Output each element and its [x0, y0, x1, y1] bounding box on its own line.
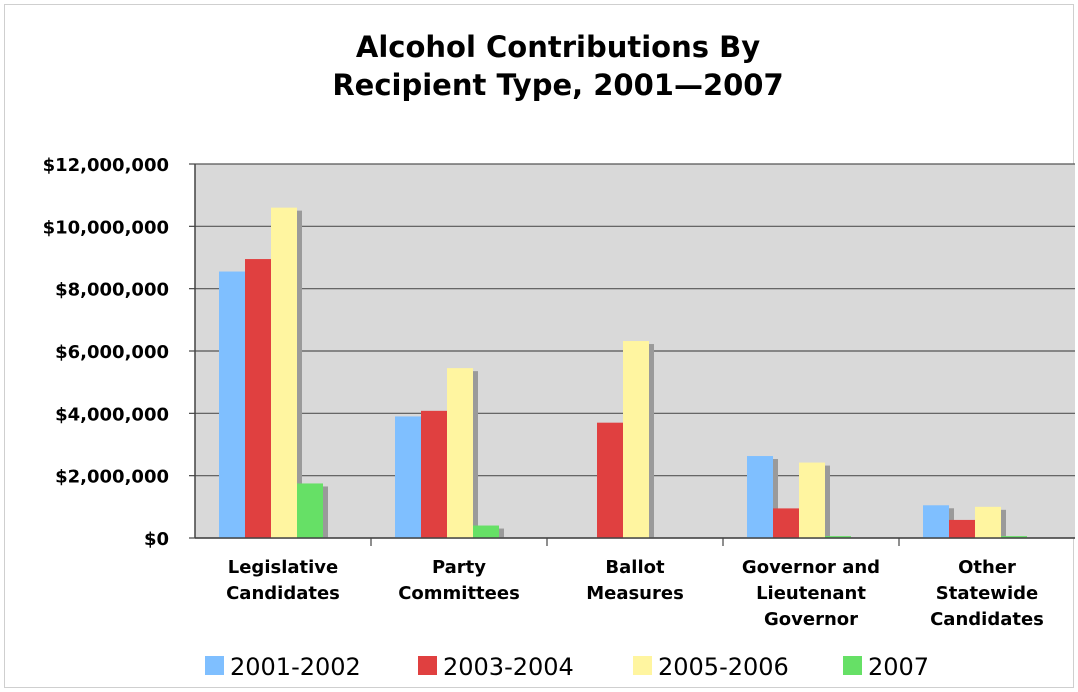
bar	[747, 456, 773, 538]
bar	[271, 207, 297, 538]
bar	[297, 483, 323, 538]
x-tick-label: Statewide	[936, 583, 1038, 604]
bar	[773, 508, 799, 538]
bar	[825, 536, 851, 538]
chart-title-line: Recipient Type, 2001—2007	[332, 68, 783, 102]
bar	[219, 271, 245, 538]
x-tick-label: Measures	[586, 583, 684, 604]
bar	[447, 368, 473, 538]
x-tick-label: Ballot	[605, 557, 665, 578]
plot-area: $0 $2,000,000 $4,000,000 $6,000,000 $8,000,0…	[43, 155, 1075, 630]
x-tick-label: Governor	[764, 609, 858, 630]
chart-title-line: Alcohol Contributions By	[356, 30, 760, 64]
bar	[975, 506, 1001, 538]
chart-title: Alcohol Contributions By Recipient Type, …	[332, 30, 783, 102]
bar	[799, 462, 825, 538]
legend-swatch	[205, 656, 224, 675]
x-tick-label: Other	[958, 557, 1016, 578]
x-tick-label: Candidates	[930, 609, 1044, 630]
bar	[949, 519, 975, 538]
bar	[395, 416, 421, 538]
legend-swatch	[633, 656, 652, 675]
bar-chart: Alcohol Contributions By Recipient Type, …	[43, 30, 1075, 681]
y-tick-label: $0	[144, 529, 169, 550]
x-tick-label: Governor and	[742, 557, 880, 578]
legend-label: 2007	[868, 653, 929, 681]
legend-label: 2001-2002	[230, 653, 361, 681]
y-tick-label: $8,000,000	[55, 280, 169, 301]
y-tick-label: $4,000,000	[55, 404, 169, 425]
legend-label: 2005-2006	[658, 653, 789, 681]
bar	[597, 422, 623, 538]
x-tick-label: Party	[432, 557, 486, 578]
legend-swatch	[843, 656, 862, 675]
legend-label: 2003-2004	[443, 653, 574, 681]
bar	[1001, 536, 1027, 538]
chart-frame: Alcohol Contributions By Recipient Type, …	[4, 4, 1075, 688]
x-tick-label: Committees	[398, 583, 520, 604]
y-tick-label: $6,000,000	[55, 342, 169, 363]
bar	[245, 259, 271, 538]
legend-swatch	[418, 656, 437, 675]
x-tick-label: Candidates	[226, 583, 340, 604]
bar	[473, 525, 499, 538]
bar	[421, 410, 447, 538]
y-tick-label: $10,000,000	[43, 217, 169, 238]
x-tick-label: Legislative	[228, 557, 338, 578]
bar	[923, 505, 949, 538]
x-tick-label: Lieutenant	[756, 583, 866, 604]
y-tick-label: $12,000,000	[43, 155, 169, 176]
bar	[623, 341, 649, 538]
y-tick-label: $2,000,000	[55, 467, 169, 488]
legend: 2001-2002 2003-2004 2005-2006 2007	[205, 653, 929, 681]
